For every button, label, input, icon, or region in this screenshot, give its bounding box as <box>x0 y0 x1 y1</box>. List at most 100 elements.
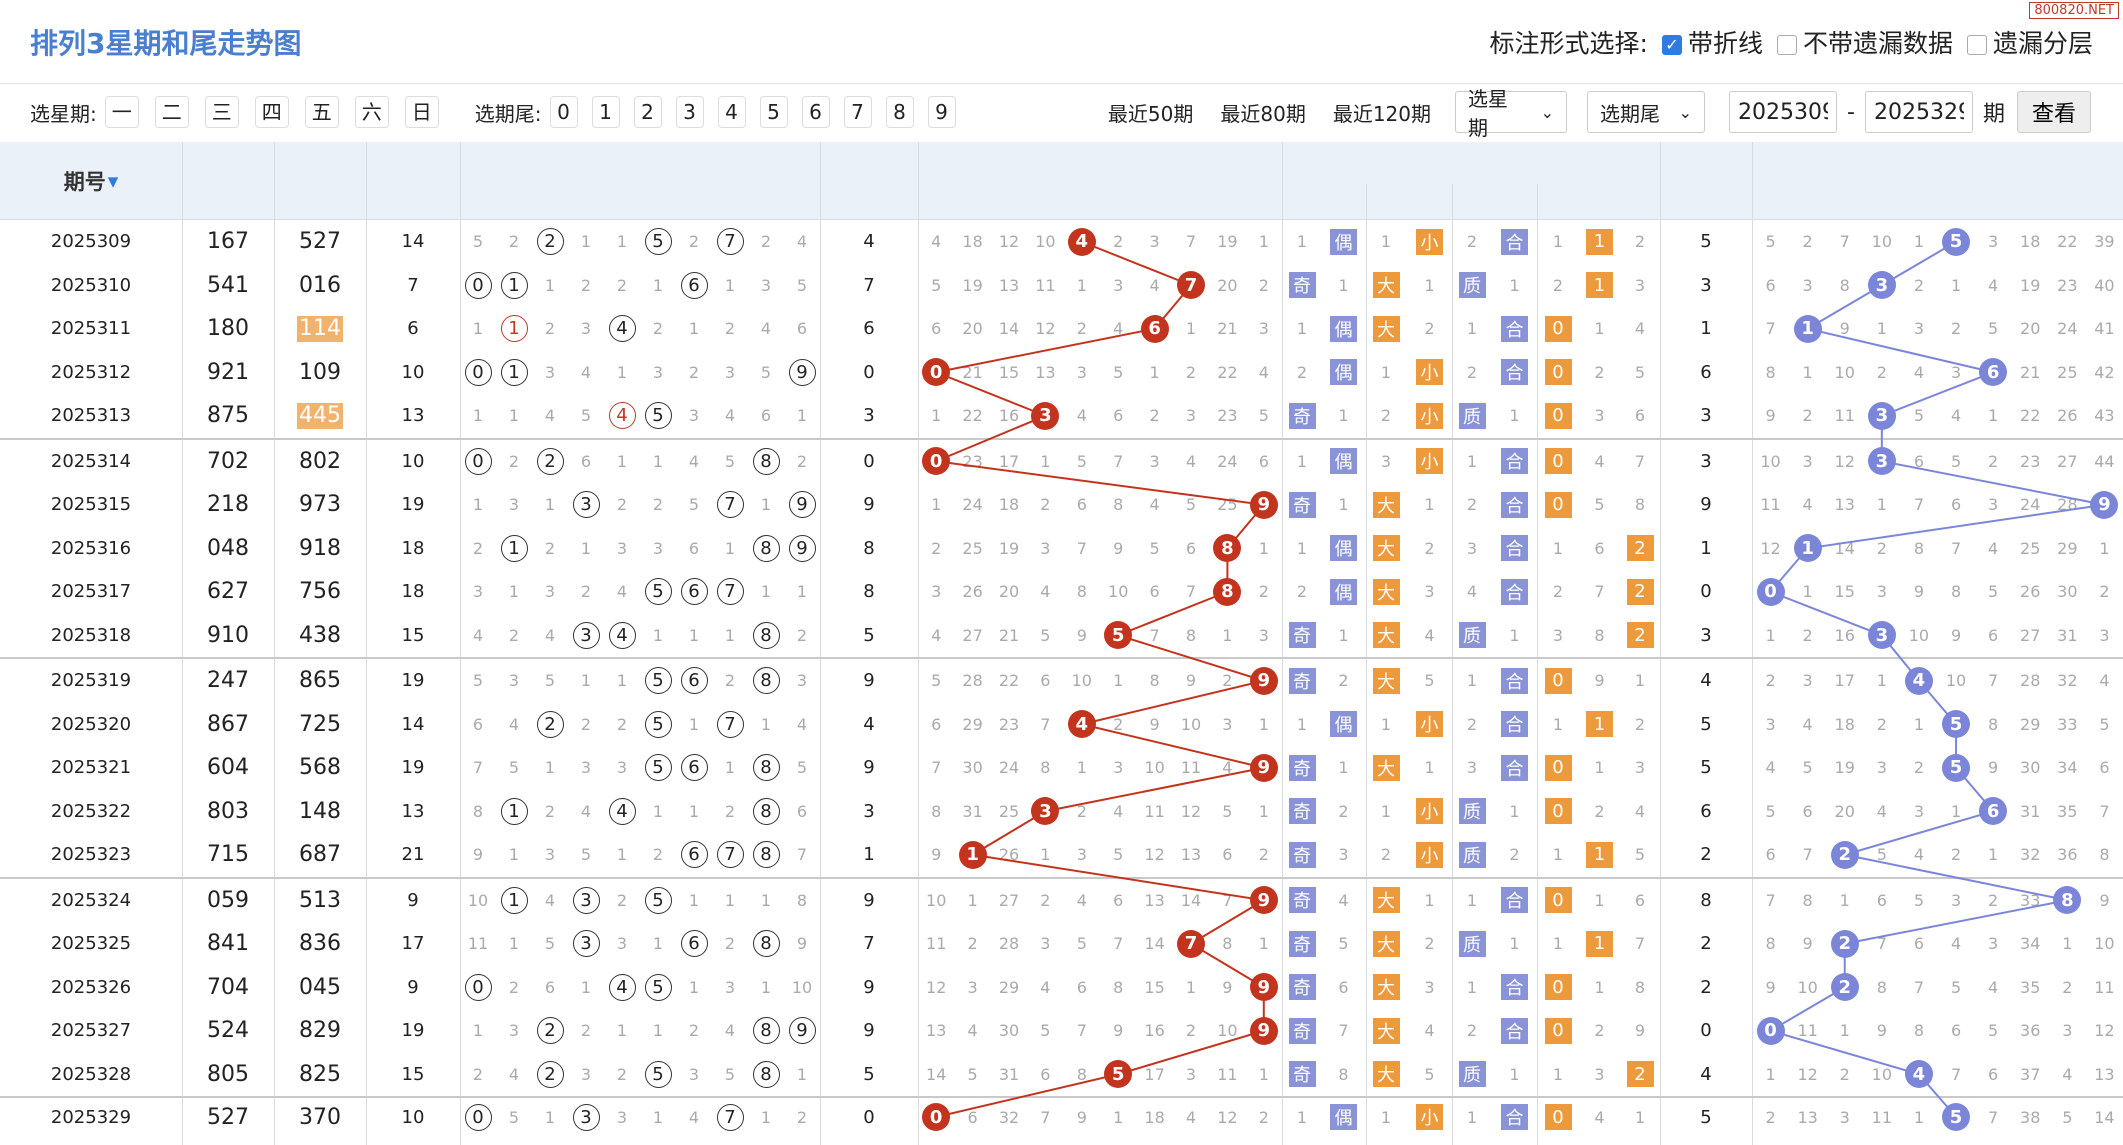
missing-count: 2 <box>580 275 592 295</box>
tail-trend-cell: 2 <box>1100 703 1136 747</box>
dist-cell: 9 <box>460 833 496 877</box>
tail-select[interactable]: 选期尾 ⌄ <box>1587 91 1706 133</box>
tail-trend-cell: 9 <box>1246 746 1282 790</box>
route-mark: 0 <box>1544 359 1572 386</box>
dist-cell: 1 <box>712 879 748 923</box>
missing-count: 10 <box>1108 582 1129 602</box>
form-cell: 4 <box>1579 440 1620 484</box>
amp-trend-cell: 42 <box>2086 351 2123 395</box>
hit-circle: 2 <box>536 228 564 256</box>
missing-count: 1 <box>688 625 700 645</box>
missing-count: 14 <box>998 319 1020 339</box>
from-issue-input[interactable] <box>1729 91 1838 133</box>
route-mark: 0 <box>1544 315 1572 342</box>
form-cell: 合 <box>1492 570 1537 614</box>
missing-count: 18 <box>1144 1107 1165 1127</box>
tail-button[interactable]: 1 <box>591 96 620 128</box>
missing-count: 7 <box>931 758 942 778</box>
missing-count: 7 <box>1765 890 1776 910</box>
header-digit <box>568 184 604 220</box>
tail-button[interactable]: 7 <box>843 96 872 128</box>
sort-desc-icon[interactable]: ▾ <box>107 169 119 193</box>
issue-number: 2025315 <box>50 494 132 516</box>
dist-cell: 3 <box>532 351 568 395</box>
recent-link[interactable]: 最近50期 <box>1107 101 1194 126</box>
missing-count: 3 <box>1988 495 1999 515</box>
amp-trend-cell: 5 <box>1938 703 1975 747</box>
tail-button[interactable]: 2 <box>633 96 662 128</box>
tail-value: 9 <box>863 889 875 911</box>
form-cell: 1 <box>1492 264 1537 308</box>
tail-button[interactable]: 6 <box>801 96 830 128</box>
amp-trend-cell: 3 <box>1938 879 1975 923</box>
option-polyline[interactable]: ✓ 带折线 <box>1661 24 1763 60</box>
missing-count: 2 <box>1594 801 1605 821</box>
recent-link[interactable]: 最近80期 <box>1220 101 1306 126</box>
form-mark: 奇 <box>1288 930 1316 957</box>
form-mark: 大 <box>1372 491 1400 518</box>
missing-count: 1 <box>1552 1064 1564 1084</box>
amp-trend-cell: 9 <box>1752 966 1789 1010</box>
missing-count: 4 <box>1913 362 1925 382</box>
header-issue-label[interactable]: 期号 <box>63 170 106 194</box>
form-cell: 大 <box>1365 1053 1407 1097</box>
option-missing-layer[interactable]: 遗漏分层 <box>1966 24 2093 60</box>
amp-trend-cell: 8 <box>2086 833 2123 877</box>
weekday-button[interactable]: 二 <box>154 96 189 128</box>
missing-count: 1 <box>1876 495 1887 515</box>
query-button[interactable]: 查看 <box>2016 91 2091 133</box>
tail-trend-cell: 23 <box>954 440 990 484</box>
form-cell: 1 <box>1365 790 1407 834</box>
weekday-button[interactable]: 四 <box>254 96 289 128</box>
header-digit <box>954 184 990 220</box>
amp-trend-cell: 7 <box>1863 922 1900 966</box>
tail-trend-cell: 1 <box>1246 527 1282 571</box>
missing-count: 2 <box>1222 671 1233 691</box>
weekday-button[interactable]: 三 <box>204 96 239 128</box>
missing-count: 3 <box>1988 232 1999 252</box>
dist-cell: 5 <box>532 922 568 966</box>
missing-count: 4 <box>1113 801 1124 821</box>
sum-value: 17 <box>401 933 425 955</box>
checkbox-icon[interactable] <box>1966 35 1987 55</box>
dist-cell: 3 <box>460 570 496 614</box>
tail-button[interactable]: 3 <box>675 96 704 128</box>
amp-trend-cell: 9 <box>2086 483 2123 527</box>
weekday-select[interactable]: 选星期 ⌄ <box>1455 87 1568 140</box>
missing-count: 1 <box>1466 890 1478 910</box>
missing-count: 3 <box>1466 538 1478 558</box>
tail-button[interactable]: 4 <box>717 96 746 128</box>
header-bg-form <box>1282 142 1660 220</box>
recent-link[interactable]: 最近120期 <box>1332 101 1432 126</box>
checkbox-icon[interactable] <box>1776 35 1797 55</box>
form-mark: 奇 <box>1288 1017 1316 1044</box>
weekday-button[interactable]: 五 <box>304 96 339 128</box>
weekday-button[interactable]: 日 <box>404 96 439 128</box>
issue-number: 2025313 <box>50 405 132 427</box>
form-cell: 大 <box>1365 1009 1407 1053</box>
missing-count: 14 <box>926 1064 947 1084</box>
dist-cell: 3 <box>604 746 640 790</box>
amp-trend-cell: 5 <box>1975 307 2012 351</box>
tail-button[interactable]: 9 <box>927 96 956 128</box>
missing-count: 2 <box>472 1064 484 1084</box>
dist-cell: 1 <box>784 570 820 614</box>
tail-button[interactable]: 5 <box>759 96 788 128</box>
option-no-missing[interactable]: 不带遗漏数据 <box>1776 24 1953 60</box>
missing-count: 4 <box>1950 406 1962 426</box>
to-issue-input[interactable] <box>1864 91 1973 133</box>
sum-value: 9 <box>407 976 419 998</box>
weekday-button[interactable]: 一 <box>104 96 139 128</box>
missing-count: 2 <box>724 934 736 954</box>
checkbox-checked-icon[interactable]: ✓ <box>1661 35 1682 55</box>
missing-count: 2 <box>1802 625 1813 645</box>
dist-cell: 6 <box>676 527 712 571</box>
issue-number: 2025319 <box>50 670 132 692</box>
tail-button[interactable]: 0 <box>549 96 578 128</box>
tail-button[interactable]: 8 <box>885 96 914 128</box>
form-cell: 2 <box>1492 833 1537 877</box>
tail-ball: 5 <box>1104 621 1133 650</box>
weekday-button[interactable]: 六 <box>354 96 389 128</box>
missing-count: 2 <box>1594 362 1605 382</box>
tail-trend-cell: 9 <box>1064 1098 1100 1136</box>
